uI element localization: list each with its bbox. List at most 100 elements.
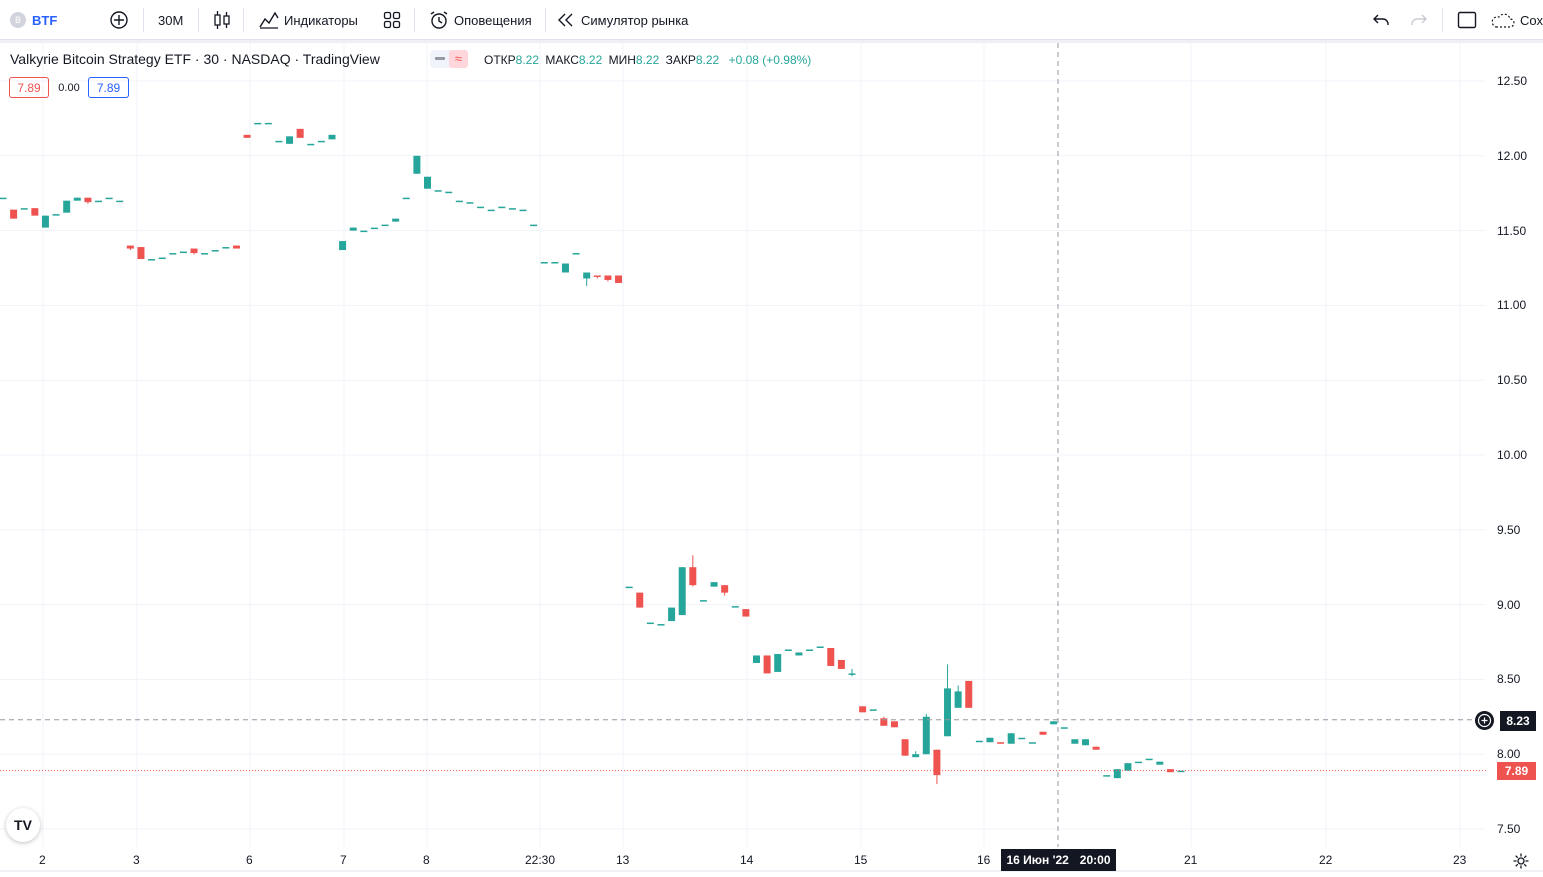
candle [1028,742,1036,744]
candle [827,647,835,666]
candle [169,253,177,255]
close-value: 8.22 [695,53,720,67]
candle [1050,721,1058,725]
undo-button[interactable] [1372,0,1390,40]
candle [466,202,474,204]
price-tick: 8.00 [1497,747,1521,762]
candle [487,209,495,212]
candle [31,208,39,216]
candle [328,134,336,140]
candle [201,253,209,255]
candle [975,740,983,743]
candle [965,680,973,708]
redo-button[interactable] [1410,0,1428,40]
candle [392,218,400,222]
spread-value: 0.00 [58,81,80,94]
candle [1092,746,1100,750]
candle [275,140,283,143]
candle [158,257,166,260]
add-circle-icon [110,11,128,29]
chart-title[interactable]: Valkyrie Bitcoin Strategy ETF · 30 · NAS… [10,51,380,67]
compare-button[interactable] [109,0,129,40]
settings-button[interactable] [1512,852,1530,875]
candle [572,253,580,255]
candle [95,200,103,203]
templates-button[interactable] [383,0,401,40]
price-chart[interactable] [0,43,1543,877]
candle [944,664,952,737]
interval-button[interactable]: 30M [158,12,184,28]
legend-toggles[interactable]: ≈ [430,50,468,68]
candle [264,122,272,125]
candle [349,227,357,231]
approx-icon[interactable]: ≈ [449,50,468,68]
candle [296,128,304,138]
time-tick: 8 [423,853,430,867]
minus-icon[interactable] [435,57,445,60]
save-label: Сох [1520,12,1543,28]
candle [424,176,432,189]
candle [445,191,453,194]
candle [721,585,729,596]
low-label: МИН [608,53,636,67]
price-tick: 11.00 [1497,298,1527,313]
candle [116,200,124,203]
alerts-button[interactable]: Оповещения [429,0,532,40]
replay-button[interactable]: Симулятор рынка [557,0,688,40]
candle [604,275,612,282]
last-price-label: 7.89 [1497,762,1536,780]
time-tick: 15 [854,853,868,867]
top-toolbar: B BTF 30M Индикаторы Оповещения Симулято… [0,0,1543,40]
candle [933,749,941,785]
candle [243,134,251,138]
candle [360,230,368,233]
indicators-button[interactable]: Индикаторы [259,0,358,40]
candle [370,227,378,230]
candle [1145,758,1153,761]
save-button[interactable]: Сох [1490,0,1543,40]
candle [530,224,538,227]
candle [848,668,856,677]
toolbar-divider [0,40,1543,43]
candle [73,197,81,201]
time-tick: 16 [977,853,991,867]
candle [997,742,1005,744]
time-tick: 3 [133,853,140,867]
candle [1103,775,1111,777]
price-tick: 8.50 [1497,672,1521,687]
candle [179,251,187,254]
change-value: +0.08 (+0.98%) [728,53,812,67]
candle [986,737,994,743]
candle [339,241,347,251]
time-tick: 22:30 [525,853,556,867]
candle [657,624,665,626]
layout-button[interactable] [1457,0,1477,40]
candle [1113,769,1121,779]
candle [689,555,697,587]
high-label: МАКС [545,53,579,67]
candle [710,582,718,587]
candle [774,653,782,672]
open-value: 8.22 [515,53,540,67]
high-value: 8.22 [578,53,603,67]
time-tick: 2 [39,853,46,867]
time-tick: 22 [1319,853,1333,867]
chart-type-button[interactable] [213,0,231,40]
candle [593,275,601,279]
tradingview-logo[interactable]: TV [6,808,40,842]
candle [880,716,888,726]
candle [806,649,814,651]
candle [402,197,410,200]
symbol-search-button[interactable]: B BTF [10,0,57,40]
candle [10,209,18,219]
add-alert-button[interactable] [1475,711,1494,730]
candle [646,622,654,625]
bid-box[interactable]: 7.89 [9,77,49,98]
time-tick: 21 [1184,853,1198,867]
candle [508,208,516,210]
candle [1007,733,1015,744]
candle [63,200,71,213]
candle [41,215,49,228]
undo-icon [1373,14,1389,25]
ask-box[interactable]: 7.89 [88,77,129,98]
